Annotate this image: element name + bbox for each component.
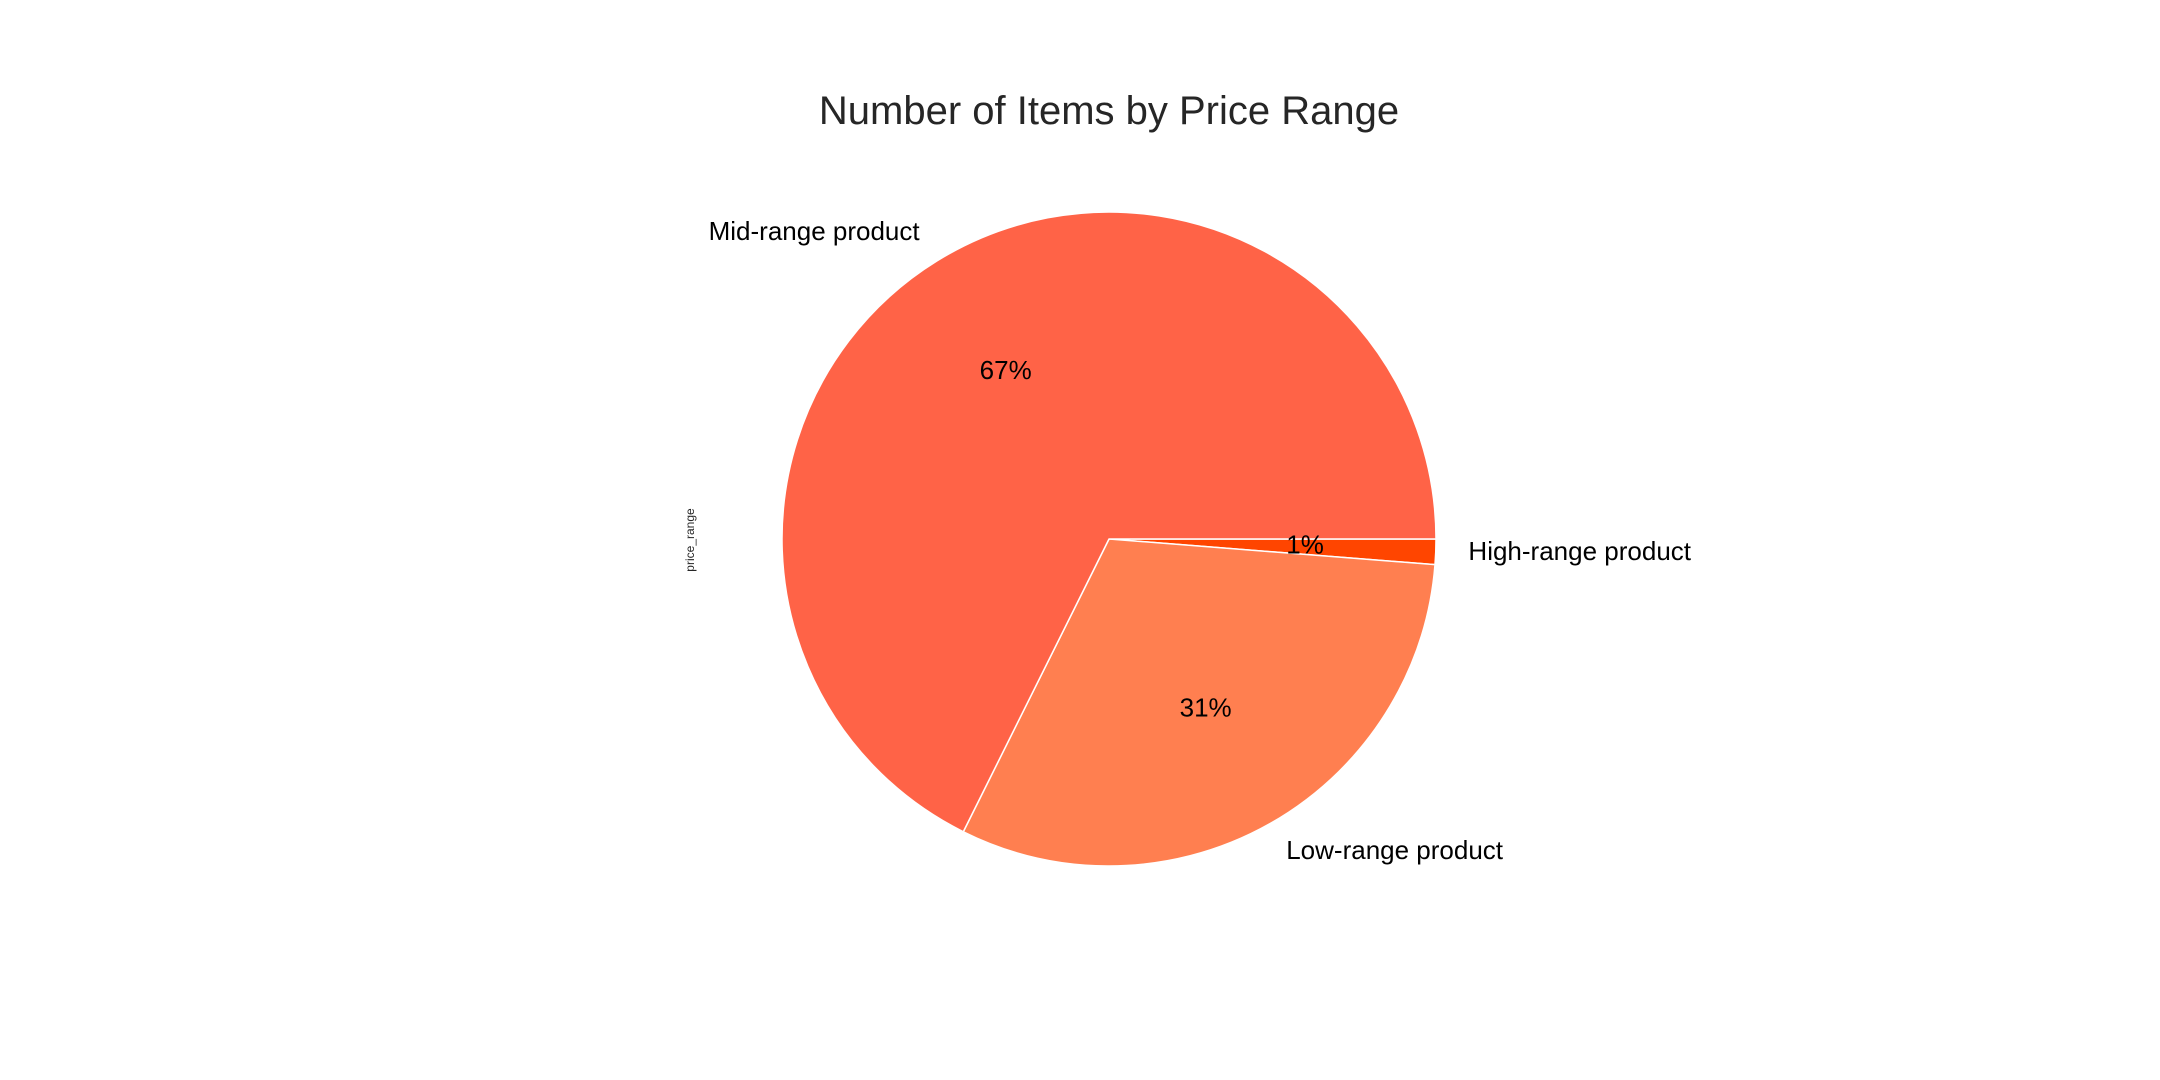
pie-labels: High-range product 1% Low-range product 31%…: [709, 216, 1692, 865]
pie-slice-low-range-product: [962, 538, 1436, 867]
pct-label-high-range-product: 1%: [1286, 530, 1324, 560]
slice-label-mid-range-product: Mid-range product: [709, 216, 921, 246]
slice-label-low-range-product: Low-range product: [1286, 835, 1504, 865]
y-axis-label: price_range: [683, 508, 697, 572]
pct-label-mid-range-product: 67%: [980, 355, 1032, 385]
chart-title: Number of Items by Price Range: [819, 89, 1399, 133]
pie-slice-mid-range-product: [781, 211, 1437, 833]
slice-label-high-range-product: High-range product: [1468, 536, 1691, 566]
pct-label-low-range-product: 31%: [1180, 693, 1232, 723]
pie-slices: [781, 211, 1437, 867]
